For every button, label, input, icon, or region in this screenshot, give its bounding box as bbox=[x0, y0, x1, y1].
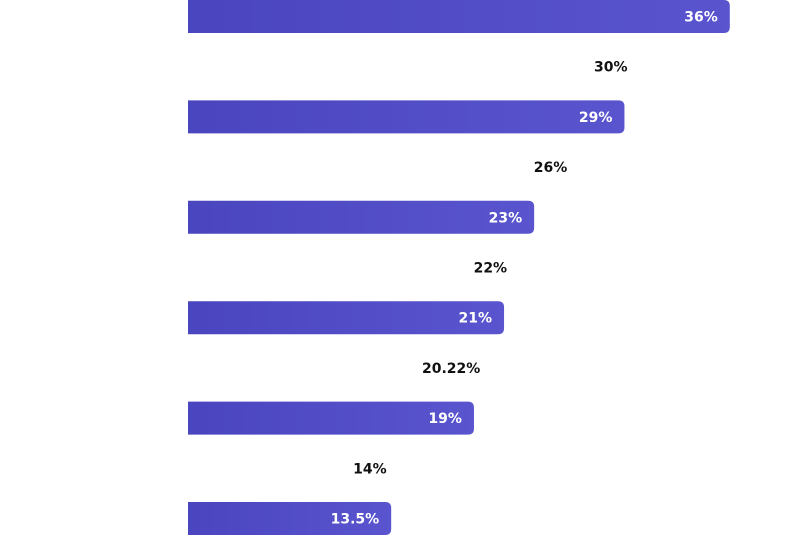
value-label: 36% bbox=[684, 10, 718, 26]
bar-sheen bbox=[188, 200, 535, 234]
bar-sheen bbox=[188, 100, 625, 134]
value-label: 14% bbox=[353, 461, 387, 477]
bar bbox=[188, 50, 640, 84]
bar bbox=[188, 150, 580, 184]
value-label: 23% bbox=[489, 210, 523, 226]
bar-sheen bbox=[188, 401, 474, 435]
value-label: 21% bbox=[459, 311, 493, 327]
bar-sheen bbox=[188, 502, 392, 535]
bar-sheen bbox=[188, 301, 505, 335]
value-label: 22% bbox=[474, 261, 508, 277]
value-label: 19% bbox=[428, 411, 462, 427]
bar bbox=[188, 251, 520, 284]
value-label: 13.5% bbox=[331, 512, 380, 528]
value-label: 30% bbox=[594, 60, 628, 76]
value-label: 29% bbox=[579, 110, 613, 126]
value-label: 20.22% bbox=[422, 361, 480, 377]
bar bbox=[188, 451, 399, 485]
bar-sheen bbox=[188, 0, 730, 33]
value-label: 26% bbox=[534, 160, 568, 176]
bar bbox=[188, 351, 493, 385]
